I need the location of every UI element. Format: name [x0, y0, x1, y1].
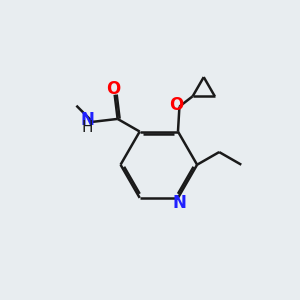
Text: O: O [169, 96, 183, 114]
Text: O: O [106, 80, 120, 98]
Text: N: N [172, 194, 186, 212]
Text: H: H [82, 120, 93, 135]
Text: N: N [80, 110, 94, 128]
